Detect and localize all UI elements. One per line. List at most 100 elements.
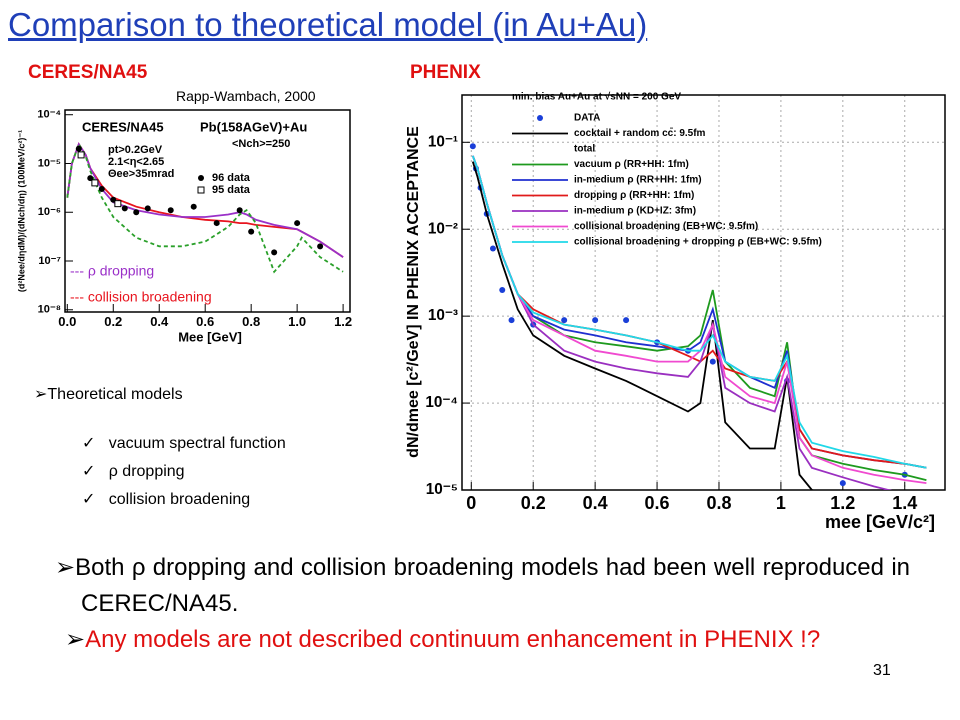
plot-frame — [461, 94, 946, 491]
data-point — [839, 480, 846, 487]
bullets: ➢Both ρ dropping and collision broadenin… — [55, 550, 910, 658]
y-tick-label: 10⁻⁷ — [38, 255, 61, 267]
bullet: ➢Both ρ dropping and collision broadenin… — [55, 554, 910, 617]
data-point — [489, 245, 496, 252]
x-tick-label: 0.8 — [706, 493, 731, 513]
legend-label: DATA — [574, 113, 600, 124]
data-point — [294, 220, 301, 227]
y-axis-label: dN/dmee [c²/GeV] IN PHENIX ACCEPTANCE — [405, 126, 422, 458]
y-tick-label: 10⁻⁵ — [426, 481, 458, 498]
data-point — [561, 317, 568, 324]
data-point — [167, 207, 174, 214]
slide-title: Comparison to theoretical model (in Au+A… — [8, 6, 648, 43]
data-point — [248, 228, 255, 235]
plot-area — [66, 141, 344, 274]
y-tick-label: 10⁻⁴ — [425, 394, 458, 411]
data-point — [98, 185, 105, 192]
y-tick-label: 10⁻⁴ — [37, 109, 61, 121]
data-point — [499, 286, 506, 293]
x-tick-label: 1.2 — [334, 314, 352, 329]
legend-label: 95 data — [212, 184, 251, 196]
data-point — [144, 205, 151, 212]
y-axis-label: (d²Nee/dηdM)/(dNch/dη) (100MeV/c²)⁻¹ — [16, 130, 26, 292]
x-tick-label: 0.0 — [58, 314, 76, 329]
x-tick-label: 0.6 — [645, 493, 670, 513]
series-line — [471, 161, 816, 490]
legend-label: dropping ρ (RR+HH: 1fm) — [574, 190, 694, 201]
data-point — [213, 220, 220, 227]
chart: 0.0 0.2 0.4 0.6 0.8 1.0 1.2 10⁻⁸ 10⁻⁷ 10⁻⁶ 10⁻⁵ 10⁻… — [16, 109, 352, 345]
model-item: ✓ collision broadening — [82, 491, 251, 508]
data-point — [121, 205, 128, 212]
y-tick-label: 10⁻⁵ — [38, 157, 61, 169]
legend-label: vacuum ρ (RR+HH: 1fm) — [574, 159, 689, 170]
model-text: vacuum spectral function — [108, 435, 286, 452]
series-line — [66, 141, 344, 274]
x-tick-label: 1.0 — [288, 314, 306, 329]
bullet-text: Both ρ dropping and collision broadening… — [75, 554, 910, 617]
page-number: 31 — [873, 662, 891, 679]
y-tick-label: 10⁻¹ — [428, 133, 458, 150]
legend-label: total — [574, 144, 595, 155]
series-line — [471, 155, 927, 481]
data-point — [133, 209, 140, 216]
bullet: ➢Any models are not described continuum … — [65, 626, 821, 653]
data-point — [91, 179, 99, 187]
data-point — [114, 200, 122, 208]
model-text: ρ dropping — [108, 463, 185, 480]
annotation: min. bias Au+Au at √sNN = 200 GeV — [512, 92, 681, 103]
y-tick-label: 10⁻⁶ — [38, 206, 61, 218]
y-tick-label: 10⁻³ — [428, 307, 458, 324]
data-point — [623, 317, 630, 324]
data-point — [236, 207, 243, 214]
chart: 0 0.2 0.4 0.6 0.8 1 1.2 1.4 10⁻⁵ 10⁻⁴ 10⁻³ 10⁻² 10⁻¹… — [405, 92, 946, 532]
x-tick-label: 1.2 — [830, 493, 855, 513]
x-tick-label: 0 — [466, 493, 476, 513]
bullet-text: Any models are not described continuum e… — [85, 626, 821, 653]
legend-marker — [198, 175, 204, 181]
x-tick-label: 1.4 — [892, 493, 917, 513]
data-point — [317, 243, 324, 250]
legend-label: collisional broadening + dropping ρ (EB+… — [574, 237, 822, 248]
annotation: Θee>35mrad — [108, 168, 174, 180]
plot-area — [469, 143, 927, 490]
citation: Rapp-Wambach, 2000 — [176, 88, 316, 104]
annotation: Pb(158AGeV)+Au — [200, 119, 307, 134]
annotation: CERES/NA45 — [82, 119, 164, 134]
x-axis-label: mee [GeV/c²] — [825, 512, 935, 532]
model-item: ✓ vacuum spectral function — [82, 435, 286, 452]
data-point — [709, 358, 716, 365]
x-tick-label: 0.2 — [104, 314, 122, 329]
legend-marker — [537, 115, 543, 121]
data-point — [271, 249, 278, 256]
y-tick-label: 10⁻⁸ — [38, 304, 61, 316]
x-tick-label: 0.4 — [150, 314, 169, 329]
legend-label: 96 data — [212, 172, 251, 184]
legend-label: --- collision broadening — [70, 289, 212, 305]
y-tick-label: 10⁻² — [428, 220, 458, 237]
legend-label: --- ρ dropping — [70, 263, 154, 279]
plot-frame — [64, 109, 351, 313]
annotation: <Nch>=250 — [232, 138, 290, 150]
data-point — [77, 151, 85, 159]
models-list: ✓ vacuum spectral function ✓ ρ dropping … — [82, 430, 286, 514]
x-axis-label: Mee [GeV] — [178, 329, 242, 344]
legend-label: in-medium ρ (RR+HH: 1fm) — [574, 175, 702, 186]
x-tick-label: 0.8 — [242, 314, 260, 329]
x-tick-label: 1 — [776, 493, 786, 513]
series-line — [471, 155, 927, 469]
left-label: CERES/NA45 — [28, 62, 148, 83]
models-heading: ➢Theoretical models — [34, 384, 183, 404]
data-point — [508, 317, 515, 324]
x-tick-label: 0.2 — [521, 493, 546, 513]
data-point — [592, 317, 599, 324]
series-line — [471, 155, 927, 469]
data-point — [190, 203, 197, 210]
right-label: PHENIX — [410, 62, 481, 83]
x-tick-label: 0.4 — [583, 493, 608, 513]
legend-label: in-medium ρ (KD+IZ: 3fm) — [574, 206, 696, 217]
models-heading-text: Theoretical models — [47, 386, 183, 403]
legend-label: cocktail + random cc̄: 9.5fm — [574, 127, 706, 139]
x-tick-label: 0.6 — [196, 314, 214, 329]
